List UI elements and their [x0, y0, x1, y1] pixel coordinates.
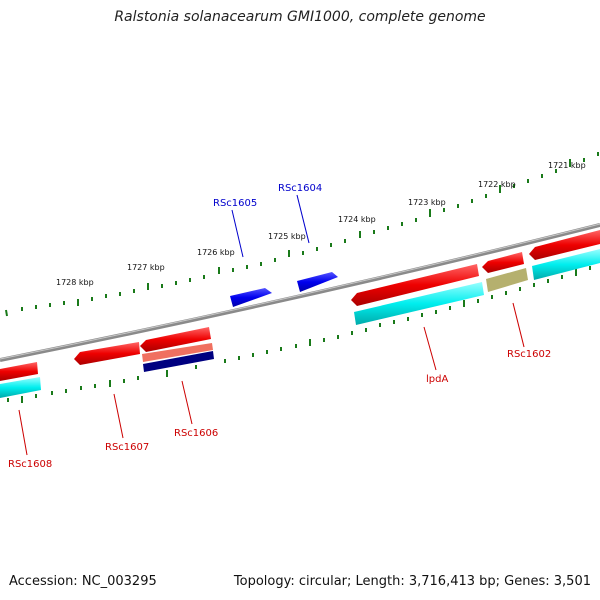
tick-label: 1727 kbp [127, 263, 165, 272]
tick-label: 1725 kbp [268, 232, 306, 241]
gene-rsc1607 [74, 342, 140, 365]
gene-rsc1608 [0, 362, 38, 381]
label-rsc1604: RSc1604 [278, 183, 322, 194]
outer-scale-ticks [5, 152, 599, 317]
label-rsc1607: RSc1607 [105, 442, 149, 453]
tick-label: 1728 kbp [56, 278, 94, 287]
label-rsc1605: RSc1605 [213, 198, 257, 209]
gene-rsc1602 [482, 252, 524, 273]
genome-backbone [0, 223, 600, 362]
map-title: Ralstonia solanacearum GMI1000, complete… [114, 9, 486, 25]
tick-label: 1726 kbp [197, 248, 235, 257]
gene-rsc1605 [230, 288, 272, 307]
label-rsc1606: RSc1606 [174, 428, 218, 439]
gene-rsc1604 [297, 272, 338, 292]
gene-rsc1606 [140, 327, 211, 352]
genome-summary: Topology: circular; Length: 3,716,413 bp… [233, 574, 591, 589]
tick-label: 1722 kbp [478, 180, 516, 189]
forward-strand-genes [230, 272, 338, 307]
label-lpda: lpdA [426, 374, 448, 385]
label-rsc1602: RSc1602 [507, 349, 551, 360]
tick-label: 1724 kbp [338, 215, 376, 224]
gene-lpda [351, 264, 479, 306]
gene-labels: RSc1605 RSc1604 RSc1602 lpdA RSc1606 RSc… [8, 183, 551, 470]
tick-label: 1723 kbp [408, 198, 446, 207]
accession-text: Accession: NC_003295 [9, 574, 157, 589]
scale-labels: 1721 kbp 1722 kbp 1723 kbp 1724 kbp 1725… [56, 161, 586, 287]
label-leaders [18, 194, 525, 456]
tick-label: 1721 kbp [548, 161, 586, 170]
inner-scale-ticks [7, 266, 591, 403]
label-rsc1608: RSc1608 [8, 459, 52, 470]
reverse-strand-genes-red [0, 230, 600, 381]
inner-track-genes [0, 249, 600, 398]
gene-edge [529, 230, 600, 260]
